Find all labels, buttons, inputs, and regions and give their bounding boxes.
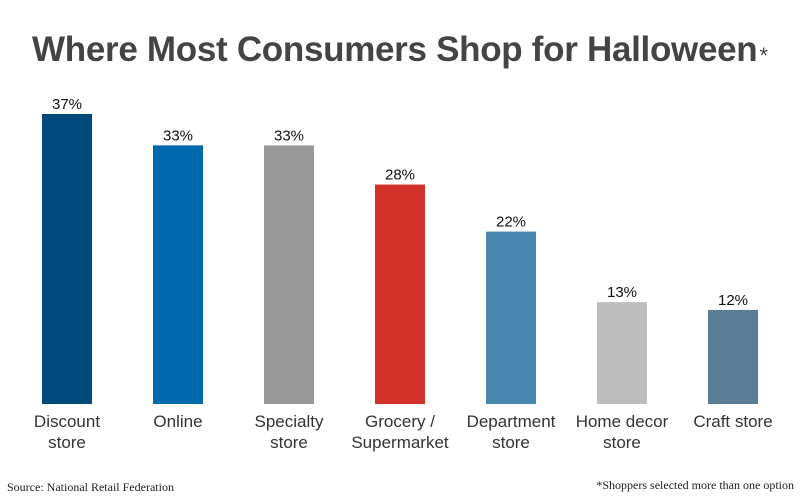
bar-5 [597,302,647,404]
bar-2 [264,145,314,404]
category-label-line: Craft store [693,412,772,431]
category-label-0: Discount store [34,412,100,452]
chart-title-row: Where Most Consumers Shop for Halloween* [0,30,800,70]
value-label-4: 22% [496,214,526,231]
category-label-line: store [48,433,86,452]
category-label-line: Department [467,412,556,431]
bar-1 [153,145,203,404]
bar-6 [708,309,758,404]
bar-3 [375,184,425,404]
category-label-3: Grocery / Supermarket [351,412,449,452]
value-label-2: 33% [274,127,304,144]
chart-title: Where Most Consumers Shop for Halloween [32,30,758,69]
bar-0 [42,114,92,404]
category-label-line: Discount [34,412,100,431]
value-label-5: 13% [607,284,637,301]
footnote: *Shoppers selected more than one option [596,478,794,492]
value-label-1: 33% [163,127,193,144]
value-label-6: 12% [718,292,748,309]
value-label-3: 28% [385,167,415,184]
value-label-0: 37% [52,96,82,113]
category-label-line: Online [153,412,202,431]
category-label-1: Online [153,412,202,431]
bar-4 [486,231,536,404]
category-label-line: Specialty [255,412,324,431]
category-label-line: Home decor [576,412,669,431]
category-label-4: Department store [467,412,556,452]
category-label-5: Home decor store [576,412,669,452]
category-label-line: Supermarket [351,433,449,452]
category-label-line: store [492,433,530,452]
category-label-2: Specialty store [255,412,324,452]
category-label-line: store [270,433,308,452]
category-label-line: Grocery / [365,412,435,431]
source-note: Source: National Retail Federation [7,480,174,494]
category-label-line: store [603,433,641,452]
title-asterisk: * [759,43,768,68]
category-label-6: Craft store [693,412,772,431]
